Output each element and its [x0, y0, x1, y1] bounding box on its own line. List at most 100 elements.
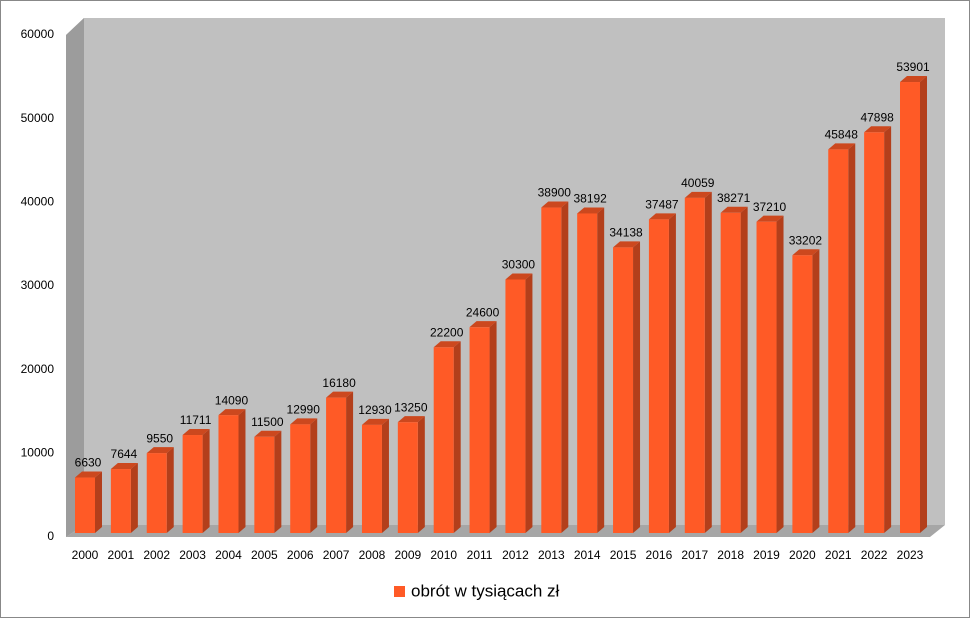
x-tick-label: 2008 [359, 548, 386, 562]
bar-top [469, 321, 497, 328]
bar-top [397, 416, 425, 423]
value-label: 37210 [753, 200, 787, 214]
bar [326, 397, 347, 533]
bar [146, 453, 167, 533]
bar-top [433, 341, 461, 348]
x-tick-label: 2016 [646, 548, 673, 562]
bar-side [668, 213, 676, 533]
value-label: 33202 [789, 233, 823, 247]
bar-side [310, 418, 318, 533]
bar-side [740, 206, 748, 533]
x-tick-label: 2006 [287, 548, 314, 562]
value-label: 38271 [717, 191, 751, 205]
y-tick-label: 30000 [21, 278, 55, 292]
value-label: 40059 [681, 176, 715, 190]
x-tick-label: 2000 [72, 548, 99, 562]
bar-top [541, 201, 569, 208]
value-label: 12990 [287, 402, 321, 416]
bar [397, 422, 418, 533]
bar-top [613, 241, 641, 248]
bar [182, 435, 203, 533]
bar-top [326, 391, 354, 398]
bar-top [577, 207, 605, 214]
x-tick-label: 2011 [467, 548, 493, 562]
bar [792, 255, 813, 533]
bar [469, 327, 490, 533]
value-label: 13250 [394, 400, 428, 414]
bar-side [812, 249, 820, 533]
bar [541, 207, 562, 533]
legend-swatch [394, 586, 405, 597]
bar [864, 132, 885, 533]
x-tick-label: 2001 [108, 548, 135, 562]
bar [218, 415, 239, 533]
bar-top [684, 191, 712, 198]
bar-side [381, 418, 389, 533]
value-label: 16180 [322, 376, 356, 390]
value-label: 6630 [75, 456, 102, 470]
bar [254, 436, 275, 533]
bar-side [884, 126, 892, 533]
bar-top [756, 215, 784, 222]
x-tick-label: 2009 [394, 548, 421, 562]
x-tick-label: 2023 [897, 548, 924, 562]
bar [648, 219, 669, 533]
x-tick-label: 2020 [789, 548, 816, 562]
bar-side [238, 409, 246, 533]
bar-side [274, 430, 282, 533]
bar-top [254, 430, 282, 437]
bar-top [290, 418, 318, 425]
bar-top [648, 213, 676, 220]
value-label: 11711 [180, 413, 212, 427]
bar-side [561, 201, 569, 533]
x-tick-label: 2010 [430, 548, 457, 562]
y-tick-label: 40000 [21, 195, 55, 209]
bar [505, 279, 526, 533]
x-tick-label: 2005 [251, 548, 278, 562]
bar-side [489, 321, 497, 533]
x-tick-label: 2022 [861, 548, 888, 562]
bar-top [900, 76, 927, 83]
y-tick-label: 60000 [21, 27, 55, 41]
bar-top [720, 206, 748, 213]
bar-side [166, 447, 174, 533]
bar [290, 424, 311, 533]
bar-side [130, 463, 138, 533]
value-label: 30300 [502, 258, 536, 272]
bar [110, 469, 131, 533]
x-tick-label: 2013 [538, 548, 565, 562]
bar-side [704, 191, 712, 533]
x-tick-label: 2018 [717, 548, 744, 562]
x-tick-label: 2019 [753, 548, 780, 562]
bar-top [75, 471, 102, 478]
bar [577, 213, 598, 533]
bar-side [597, 207, 605, 533]
value-label: 11500 [251, 415, 284, 429]
bar [361, 424, 382, 533]
x-tick-label: 2015 [610, 548, 637, 562]
bar [828, 149, 849, 533]
bar-side [525, 273, 533, 533]
bar-side [346, 391, 354, 533]
bar-side [453, 341, 461, 533]
x-tick-label: 2014 [574, 548, 601, 562]
bar [613, 247, 634, 534]
y-tick-label: 0 [47, 529, 54, 543]
value-label: 38900 [538, 186, 572, 200]
value-label: 12930 [358, 403, 392, 417]
value-label: 45848 [825, 128, 859, 142]
bar-top [505, 273, 533, 280]
bar-top [864, 126, 892, 133]
value-label: 24600 [466, 305, 500, 319]
bar [684, 197, 705, 533]
bar-top [828, 143, 856, 150]
value-label: 9550 [146, 431, 173, 445]
bar-top [361, 418, 389, 425]
bar-side [776, 215, 784, 533]
bar-top [182, 429, 210, 436]
x-tick-label: 2007 [323, 548, 350, 562]
bar [75, 477, 95, 533]
bar-top [218, 409, 246, 416]
bar-top [146, 447, 174, 454]
bar-top [110, 463, 138, 470]
